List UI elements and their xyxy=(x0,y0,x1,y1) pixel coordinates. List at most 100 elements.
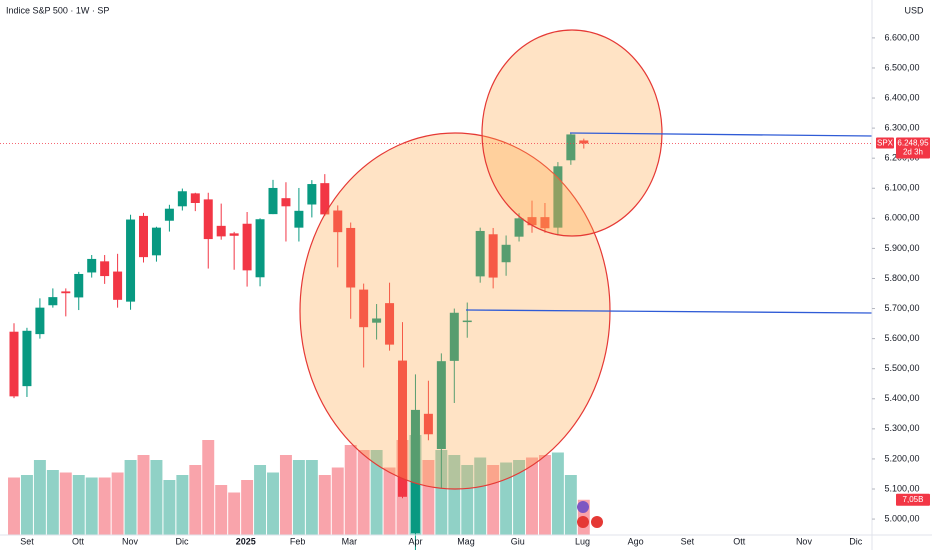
volume-bar xyxy=(344,445,357,535)
y-tick-label: 6.400,00 xyxy=(884,92,919,102)
candle-body xyxy=(190,193,200,203)
volume-bar xyxy=(538,455,551,535)
chart-title: Indice S&P 500 · 1W · SP xyxy=(6,5,109,15)
y-tick-label: 5.200,00 xyxy=(884,453,919,463)
volume-bar xyxy=(163,480,176,535)
volume-bar xyxy=(551,452,564,535)
y-tick-label: 5.600,00 xyxy=(884,333,919,343)
y-tick-label: 5.400,00 xyxy=(884,393,919,403)
price-tag-bg xyxy=(896,137,930,159)
candle-body xyxy=(398,360,407,497)
candle-body xyxy=(449,312,459,361)
candle-body xyxy=(410,409,420,534)
y-tick-label: 6.600,00 xyxy=(884,32,919,42)
x-tick-label: Mag xyxy=(457,536,475,546)
candle-body xyxy=(566,134,576,161)
x-tick-label: Dic xyxy=(849,536,862,546)
x-tick-label: Giu xyxy=(511,536,525,546)
volume-bar xyxy=(526,457,538,535)
candle-body xyxy=(462,320,472,323)
volume-bar xyxy=(228,492,241,535)
x-tick-label: Feb xyxy=(290,536,306,546)
candle-body xyxy=(385,303,395,345)
volume-bar xyxy=(124,460,137,535)
x-tick-label: Dic xyxy=(175,536,188,546)
candle-body xyxy=(553,166,563,228)
candle-body xyxy=(579,140,589,144)
candle-body xyxy=(436,361,446,449)
candle-body xyxy=(139,215,148,258)
volume-bar xyxy=(176,475,189,535)
y-tick-label: 6.000,00 xyxy=(884,213,919,223)
currency: USD xyxy=(904,5,924,15)
volume-bar xyxy=(513,460,526,535)
trend-line xyxy=(569,132,873,137)
candle-body xyxy=(151,227,161,256)
y-tick-label: 6.100,00 xyxy=(884,183,919,193)
event-icon xyxy=(591,516,603,528)
candle-body xyxy=(126,219,136,302)
symbol-tag-bg xyxy=(876,137,894,149)
candle-layer xyxy=(9,132,589,550)
volume-bar xyxy=(215,485,228,535)
volume-bar xyxy=(435,450,448,535)
candle-body xyxy=(100,261,110,277)
volume-bar xyxy=(202,440,215,535)
x-tick-label: Ago xyxy=(628,536,644,546)
candle-body xyxy=(281,198,291,207)
volume-bar xyxy=(150,460,163,535)
candle-body xyxy=(320,183,330,215)
volume-bar xyxy=(85,477,98,535)
candle-body xyxy=(268,187,278,215)
candle-body xyxy=(372,318,382,323)
y-tick-label: 5.900,00 xyxy=(884,243,919,253)
candle-body xyxy=(514,218,524,237)
volume-bar xyxy=(20,475,33,535)
symbol-tag: SPX xyxy=(877,139,894,148)
x-tick-label: Set xyxy=(681,536,695,546)
event-icon xyxy=(577,516,589,528)
volume-bar xyxy=(318,475,331,535)
x-tick-label: Nov xyxy=(122,536,139,546)
volume-bar xyxy=(564,475,577,535)
volume-bar xyxy=(137,455,150,535)
candle-body xyxy=(177,191,187,207)
candle-body xyxy=(61,291,71,294)
y-tick-label: 5.800,00 xyxy=(884,273,919,283)
volume-bar xyxy=(292,460,305,535)
x-tick-label: Mar xyxy=(342,536,358,546)
volume-bar xyxy=(98,477,111,535)
candle-body xyxy=(48,297,58,306)
candle-body xyxy=(164,208,174,221)
candle-body xyxy=(216,225,226,237)
volume-bar xyxy=(305,460,318,535)
candle-body xyxy=(242,223,252,271)
trend-line xyxy=(465,309,873,314)
candle-body xyxy=(527,217,537,226)
volume-bar xyxy=(357,450,370,535)
candle-body xyxy=(203,199,213,240)
x-tick-label: Ott xyxy=(733,536,746,546)
volume-bar xyxy=(370,450,383,535)
volume-bar xyxy=(59,472,72,535)
candle-body xyxy=(359,289,369,328)
x-tick-label: Apr xyxy=(408,536,422,546)
volume-bar xyxy=(46,470,59,535)
candle-body xyxy=(113,271,123,300)
countdown: 2d 3h xyxy=(903,148,923,157)
volume-bar xyxy=(279,455,292,535)
candle-body xyxy=(74,273,84,298)
volume-bar xyxy=(422,460,435,535)
y-tick-label: 5.000,00 xyxy=(884,513,919,523)
y-tick-label: 5.100,00 xyxy=(884,483,919,493)
volume-bar xyxy=(189,465,202,535)
volume-bar xyxy=(474,457,487,535)
volume-bar xyxy=(111,472,124,535)
volume-tag: 7,05B xyxy=(903,495,924,504)
volume-bar xyxy=(72,475,85,535)
x-tick-label: Nov xyxy=(796,536,813,546)
candle-body xyxy=(35,307,45,335)
candle-body xyxy=(501,244,511,263)
volume-bar xyxy=(383,467,396,535)
candle-body xyxy=(488,234,498,278)
